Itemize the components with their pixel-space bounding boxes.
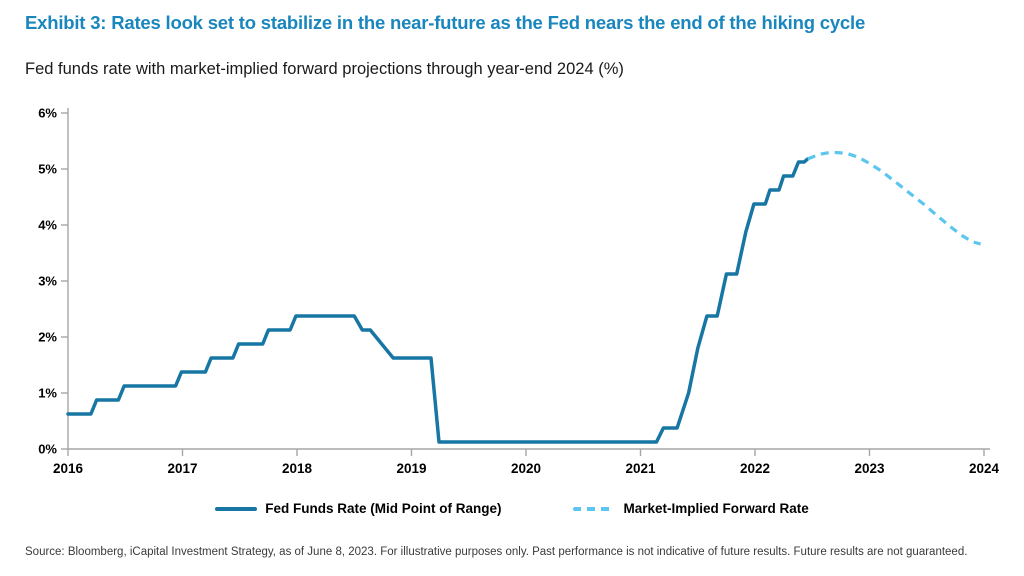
forward-rate-line	[807, 150, 982, 246]
x-axis-tick-label: 2019	[396, 461, 426, 476]
exhibit-title: Exhibit 3: Rates look set to stabilize i…	[25, 12, 866, 33]
fed-funds-line	[66, 157, 810, 444]
legend-label-fed-funds: Fed Funds Rate (Mid Point of Range)	[265, 501, 502, 516]
x-axis-tick-label: 2023	[854, 461, 885, 476]
chart-legend: Fed Funds Rate (Mid Point of Range) Mark…	[0, 501, 1024, 516]
x-axis-tick-label: 2020	[511, 461, 541, 476]
y-axis-tick-label: 1%	[38, 386, 57, 401]
y-axis-tick-label: 0%	[38, 442, 57, 457]
y-axis-tick-label: 2%	[38, 330, 57, 345]
x-axis-tick-label: 2024	[969, 461, 1000, 476]
exhibit-subtitle: Fed funds rate with market-implied forwa…	[25, 60, 624, 78]
legend-item-forward-rate: Market-Implied Forward Rate	[573, 501, 809, 516]
forward-rate-line-swatch	[573, 506, 616, 511]
legend-item-fed-funds: Fed Funds Rate (Mid Point of Range)	[215, 501, 501, 516]
fed-funds-line-swatch	[215, 506, 258, 511]
y-axis-tick-label: 5%	[38, 162, 57, 177]
y-axis-tick-label: 4%	[38, 218, 57, 233]
legend-label-forward-rate: Market-Implied Forward Rate	[623, 501, 809, 516]
x-axis-tick-label: 2022	[740, 461, 770, 476]
source-note: Source: Bloomberg, iCapital Investment S…	[25, 546, 968, 558]
x-axis-tick-label: 2016	[53, 461, 84, 476]
x-axis-tick-label: 2018	[282, 461, 313, 476]
x-axis-tick-label: 2021	[625, 461, 656, 476]
x-axis-tick-label: 2017	[167, 461, 197, 476]
y-axis-tick-label: 3%	[38, 274, 57, 289]
y-axis-tick-label: 6%	[38, 106, 57, 121]
